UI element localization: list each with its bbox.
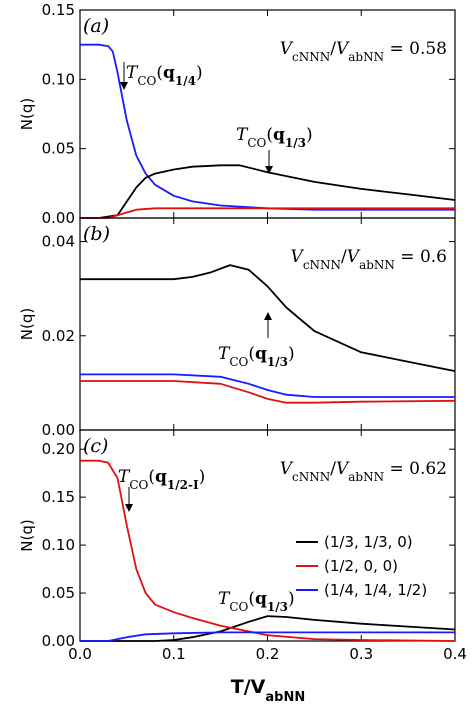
legend-label: (1/3, 1/3, 0)	[324, 533, 413, 551]
ratio-text: VcNNN/VabNN = 0.6	[291, 247, 447, 272]
series-line	[80, 164, 456, 219]
ratio-text: VcNNN/VabNN = 0.58	[280, 39, 447, 64]
y-axis-label: N(q)	[18, 519, 36, 551]
panel-label: (b)	[83, 223, 110, 245]
y-axis-label: N(q)	[18, 98, 36, 130]
series-line	[80, 207, 455, 219]
x-tick-label: 0.0	[68, 645, 92, 663]
panel-label: (c)	[83, 435, 108, 457]
y-tick-label: 0.04	[42, 233, 75, 251]
ratio-text: VcNNN/VabNN = 0.62	[280, 459, 447, 484]
y-tick-label: 0.00	[42, 209, 75, 227]
series-line	[80, 380, 456, 404]
y-tick-label: 0.02	[42, 327, 75, 345]
annotation-tco-q12I: TCO(q1/2-I)	[118, 467, 205, 492]
y-tick-label: 0.00	[42, 632, 75, 650]
series-line	[80, 373, 455, 398]
arrow-head	[265, 166, 273, 174]
x-tick-label: 0.2	[256, 645, 280, 663]
series-line	[80, 264, 456, 372]
arrow-head	[264, 312, 272, 320]
series-line	[80, 631, 455, 642]
legend-label: (1/4, 1/4, 1/2)	[324, 581, 427, 599]
annotation-tco-q14: TCO(q1/4)	[126, 63, 203, 88]
y-tick-label: 0.10	[42, 536, 75, 554]
arrow-head	[120, 82, 128, 90]
arrow-head	[125, 504, 133, 512]
legend-label: (1/2, 0, 0)	[324, 557, 398, 575]
y-axis-label: N(q)	[18, 308, 36, 340]
y-tick-label: 0.15	[42, 488, 75, 506]
y-tick-label: 0.20	[42, 440, 75, 458]
y-tick-label: 0.05	[42, 140, 75, 158]
panel-label: (a)	[83, 15, 109, 37]
x-tick-label: 0.4	[443, 645, 467, 663]
y-tick-label: 0.00	[42, 421, 75, 439]
y-tick-label: 0.05	[42, 584, 75, 602]
y-tick-label: 0.10	[42, 70, 75, 88]
x-tick-label: 0.3	[349, 645, 373, 663]
series-line	[80, 615, 456, 642]
annotation-tco-q13: TCO(q1/3)	[218, 344, 295, 369]
series-line	[80, 459, 456, 642]
y-tick-label: 0.15	[42, 1, 75, 19]
x-tick-label: 0.1	[162, 645, 186, 663]
annotation-tco-q13: TCO(q1/3)	[236, 125, 313, 150]
x-axis-label: T/VabNN	[231, 676, 305, 705]
annotation-tco-q13: TCO(q1/3)	[218, 589, 295, 614]
